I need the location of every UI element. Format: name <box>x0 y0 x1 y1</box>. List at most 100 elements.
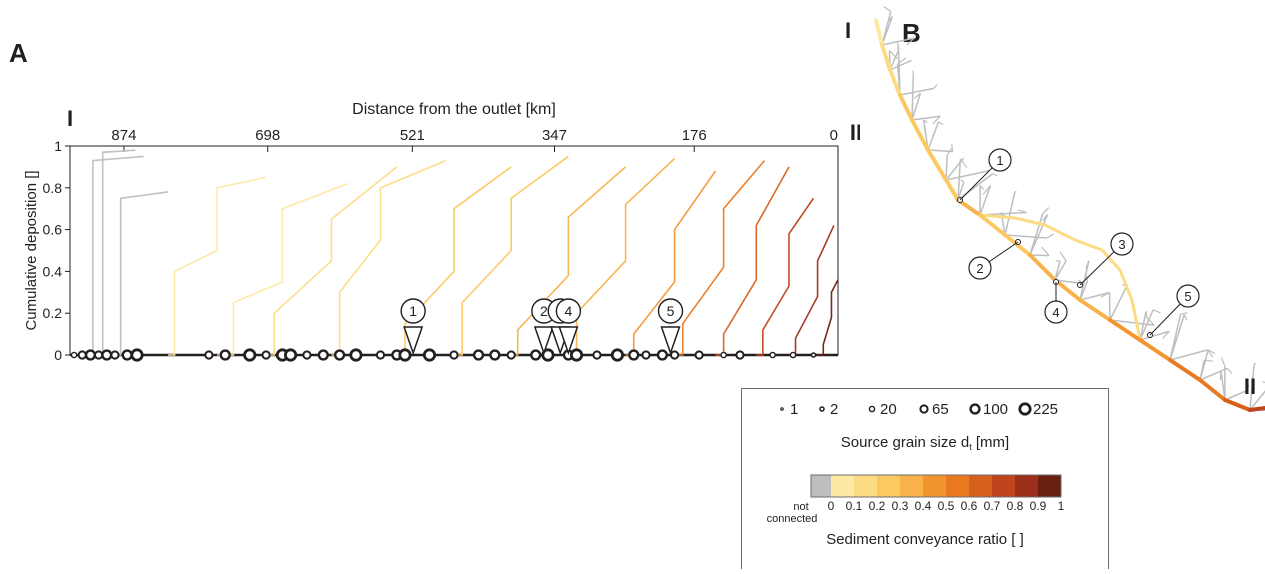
map-endpoints: III <box>845 18 1256 399</box>
series-line-6 <box>331 161 445 355</box>
x-tick-label-0: 874 <box>111 127 136 144</box>
map-main-segment-1 <box>882 45 890 70</box>
legend-grain-label-20: 20 <box>880 401 897 418</box>
source-point-33 <box>642 351 649 358</box>
source-point-31 <box>612 350 622 360</box>
colorbar-segment-8 <box>992 475 1015 497</box>
map-main-segment-6 <box>946 180 958 200</box>
y-tick-label-5: 1 <box>54 138 62 154</box>
series-line-12 <box>675 161 765 355</box>
series-line-2 <box>119 192 168 355</box>
map-main-segment-15 <box>1170 360 1200 380</box>
map-twig-5-0 <box>939 122 944 125</box>
map-tributary-7-1 <box>958 174 993 200</box>
colorbar-tick-label-8: 0.8 <box>1007 499 1024 513</box>
source-point-40 <box>790 352 795 357</box>
source-point-41 <box>811 353 815 357</box>
colorbar-not-connected-line1: not <box>793 501 808 513</box>
map-callout-label-4: 4 <box>1052 305 1059 320</box>
map-tributary-16-1 <box>1200 368 1227 380</box>
legend-grain-label-65: 65 <box>932 401 949 418</box>
source-point-6 <box>123 351 132 360</box>
marker-label-4: 4 <box>564 303 572 319</box>
colorbar-tick-label-7: 0.7 <box>984 499 1001 513</box>
series-line-8 <box>454 156 568 355</box>
source-point-32 <box>629 351 638 360</box>
x-tick-label-2: 521 <box>400 127 425 144</box>
source-point-18 <box>377 351 384 358</box>
map-tributary-3-1 <box>900 88 934 95</box>
map-twig-15-2 <box>1184 315 1186 321</box>
colorbar-segment-0 <box>811 475 831 497</box>
legend-grain-label-1: 1 <box>790 401 798 418</box>
source-point-9 <box>221 351 230 360</box>
map-secondary-segment-2 <box>1045 225 1075 240</box>
map-tributary-16-2 <box>1200 350 1208 380</box>
source-point-13 <box>285 350 295 360</box>
source-point-34 <box>658 351 667 360</box>
map-callout-label-1: 1 <box>996 153 1003 168</box>
y-tick-label-2: 0.4 <box>43 263 63 279</box>
source-point-21 <box>424 350 434 360</box>
marker-label-1: 1 <box>409 303 417 319</box>
marker-triangle-5 <box>662 327 680 353</box>
series-line-16 <box>818 280 838 355</box>
y-tick-label-4: 0.8 <box>43 180 63 196</box>
map-main-segment-10 <box>1030 255 1055 280</box>
colorbar-tick-label-9: 0.9 <box>1030 499 1047 513</box>
colorbar-segment-1 <box>831 475 854 497</box>
source-point-39 <box>770 352 775 357</box>
colorbar-segment-6 <box>946 475 969 497</box>
source-point-16 <box>335 351 344 360</box>
map-main-channel <box>876 20 1265 410</box>
source-point-26 <box>531 351 540 360</box>
series-line-5 <box>266 167 397 355</box>
map-twig-3-1 <box>934 84 937 88</box>
map-twig-7-1 <box>993 174 997 177</box>
series-line-13 <box>715 167 789 355</box>
legend-grain-symbol-100 <box>971 405 980 414</box>
source-point-20 <box>400 350 410 360</box>
legend-grain-label-225: 225 <box>1033 401 1058 418</box>
map-twig-1-0 <box>884 7 891 12</box>
map-twig-17-2 <box>1221 358 1224 367</box>
map-endpoint-downstream: II <box>1244 374 1256 399</box>
map-endpoint-upstream: I <box>845 18 851 43</box>
map-tributary-5-0 <box>928 122 939 150</box>
map-twig-5-1 <box>952 144 953 151</box>
colorbar-tick-label-10: 1 <box>1058 499 1065 513</box>
map-tributary-10-2 <box>1030 214 1043 255</box>
source-point-5 <box>111 351 118 358</box>
map-twig-14-0 <box>1146 311 1147 318</box>
series-line-10 <box>568 159 674 355</box>
colorbar-segment-10 <box>1038 475 1061 497</box>
y-tick-label-1: 0.2 <box>43 305 63 321</box>
map-tributaries <box>882 7 1265 415</box>
marker-label-2: 2 <box>540 303 548 319</box>
source-point-7 <box>132 350 142 360</box>
source-point-25 <box>508 351 515 358</box>
map-callout-label-2: 2 <box>976 261 983 276</box>
colorbar-segment-4 <box>900 475 923 497</box>
legend-grain-symbol-20 <box>869 406 874 411</box>
source-point-23 <box>474 351 483 360</box>
legend-grain-symbol-1 <box>781 408 783 410</box>
source-point-0 <box>71 352 76 357</box>
map-main-segment-16 <box>1200 380 1225 400</box>
colorbar-tick-label-1: 0.1 <box>846 499 863 513</box>
source-point-8 <box>205 351 212 358</box>
map-tributary-11-2 <box>1055 261 1066 280</box>
map-main-segment-5 <box>928 150 946 180</box>
source-point-11 <box>262 351 269 358</box>
x-tick-label-4: 176 <box>682 127 707 144</box>
map-twig-18-2 <box>1254 363 1256 365</box>
colorbar-segment-2 <box>854 475 877 497</box>
legend-grain-symbol-2 <box>820 407 824 411</box>
map-tributary-5-1 <box>928 150 953 152</box>
map-callout-label-3: 3 <box>1118 237 1125 252</box>
map-twig-9-1 <box>1047 234 1054 238</box>
map-tributary-13-0 <box>1110 287 1126 320</box>
colorbar-tick-label-0: 0 <box>828 499 835 513</box>
